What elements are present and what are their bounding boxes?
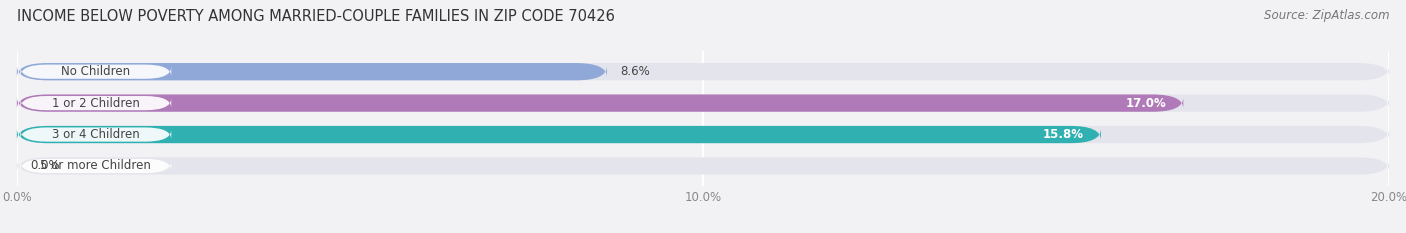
FancyBboxPatch shape: [17, 63, 1389, 80]
Text: 8.6%: 8.6%: [620, 65, 651, 78]
FancyBboxPatch shape: [17, 94, 1184, 112]
Text: 0.0%: 0.0%: [31, 159, 60, 172]
Text: No Children: No Children: [62, 65, 131, 78]
Text: 3 or 4 Children: 3 or 4 Children: [52, 128, 139, 141]
Text: INCOME BELOW POVERTY AMONG MARRIED-COUPLE FAMILIES IN ZIP CODE 70426: INCOME BELOW POVERTY AMONG MARRIED-COUPL…: [17, 9, 614, 24]
FancyBboxPatch shape: [20, 96, 172, 110]
FancyBboxPatch shape: [17, 94, 1389, 112]
FancyBboxPatch shape: [20, 127, 172, 142]
Text: 17.0%: 17.0%: [1125, 97, 1166, 110]
Text: 5 or more Children: 5 or more Children: [41, 159, 152, 172]
Text: Source: ZipAtlas.com: Source: ZipAtlas.com: [1264, 9, 1389, 22]
FancyBboxPatch shape: [20, 65, 172, 79]
FancyBboxPatch shape: [20, 159, 172, 173]
FancyBboxPatch shape: [17, 63, 607, 80]
Text: 1 or 2 Children: 1 or 2 Children: [52, 97, 139, 110]
FancyBboxPatch shape: [17, 126, 1389, 143]
FancyBboxPatch shape: [17, 157, 1389, 175]
FancyBboxPatch shape: [17, 126, 1101, 143]
Text: 15.8%: 15.8%: [1043, 128, 1084, 141]
